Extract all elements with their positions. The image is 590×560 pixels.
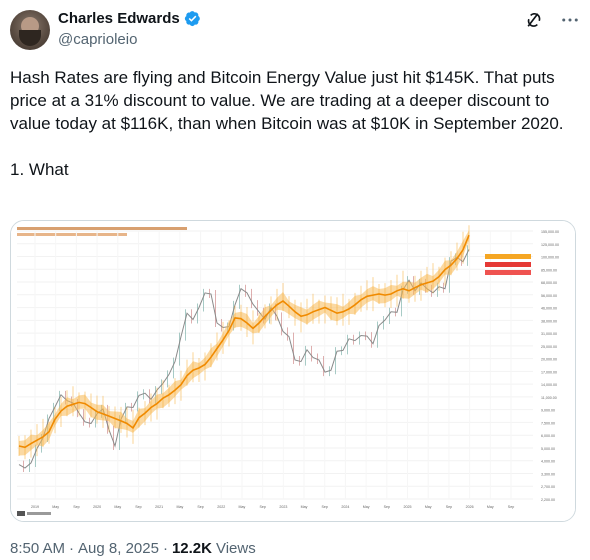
tweet-meta: 8:50 AM · Aug 8, 2025 · 12.2K Views [10,540,256,557]
x-tick-label: May [52,505,59,509]
verified-badge-icon [184,11,200,27]
y-tick-label: 11,000.00 [541,396,557,400]
x-tick-label: Sep [73,505,79,509]
author-name-row[interactable]: Charles Edwards [58,10,201,27]
y-tick-label: 31,000.00 [541,332,557,336]
tweet-text: Hash Rates are flying and Bitcoin Energy… [10,66,570,181]
x-tick-label: 2023 [279,505,287,509]
y-tick-label: 17,000.00 [541,370,557,374]
x-axis-ticks: 2019 May Sep 2020 May Sep 2021 May Sep 2022 May Sep… [31,505,514,509]
y-tick-label: 68,000.00 [541,281,557,285]
y-tick-label: 20,000.00 [541,358,557,362]
tweet-date[interactable]: Aug 8, 2025 [78,540,159,557]
energy-value-line [18,234,470,449]
tradingview-logo-mark [17,511,25,516]
y-tick-label: 6,000.00 [541,434,555,438]
tradingview-logo-text [27,512,51,515]
y-tick-label: 5,000.00 [541,447,555,451]
grok-icon[interactable] [524,10,544,30]
value-badge [485,270,531,275]
x-tick-label: Sep [197,505,203,509]
chart-image[interactable]: 155,000.00 125,000.00 100,000.00 85,000.00 6… [10,220,576,522]
y-tick-label: 85,000.00 [541,268,557,272]
y-tick-label: 7,500.00 [541,421,555,425]
x-tick-label: 2022 [217,505,225,509]
x-tick-label: Sep [259,505,265,509]
x-tick-label: Sep [135,505,141,509]
x-tick-label: May [301,505,308,509]
x-tick-label: 2025 [404,505,412,509]
y-tick-label: 56,000.00 [541,294,557,298]
x-tick-label: 2021 [155,505,163,509]
avatar-beard [19,30,41,46]
y-tick-label: 125,000.00 [541,243,559,247]
x-tick-label: 2024 [341,505,349,509]
y-axis-ticks: 155,000.00 125,000.00 100,000.00 85,000.00 6… [541,230,559,502]
views-count: 12.2K [171,540,212,557]
tradingview-logo [17,511,51,516]
avatar[interactable] [10,10,50,50]
x-tick-label: May [114,505,121,509]
y-tick-label: 2,700.00 [541,485,555,489]
x-tick-label: May [176,505,183,509]
tweet-time[interactable]: 8:50 AM [10,540,66,557]
y-tick-label: 9,000.00 [541,409,555,413]
y-tick-label: 100,000.00 [541,256,559,260]
y-tick-label: 14,000.00 [541,383,557,387]
x-tick-label: May [425,505,432,509]
display-name[interactable]: Charles Edwards [58,10,180,27]
value-badges [485,254,531,275]
y-tick-label: 4,000.00 [541,460,555,464]
price-line [18,249,470,469]
y-tick-label: 2,200.00 [541,498,555,502]
value-badge [485,254,531,259]
energy-value-chart: 155,000.00 125,000.00 100,000.00 85,000.00 6… [11,221,575,521]
views-label: Views [215,540,256,557]
x-tick-label: Sep [322,505,328,509]
y-tick-label: 38,000.00 [541,319,557,323]
tweet-paragraph-1: Hash Rates are flying and Bitcoin Energy… [10,68,564,133]
energy-value-series [18,225,470,460]
x-tick-label: May [239,505,246,509]
tweet-actions-top [524,10,580,30]
x-tick-label: Sep [384,505,390,509]
x-tick-label: 2019 [31,505,39,509]
y-tick-label: 46,000.00 [541,307,557,311]
x-tick-label: May [363,505,370,509]
x-tick-label: Sep [446,505,452,509]
y-tick-label: 25,000.00 [541,345,557,349]
meta-separator-1: · [69,540,75,557]
meta-separator-2: · [162,540,168,557]
y-tick-label: 3,300.00 [541,472,555,476]
handle[interactable]: @caprioleio [58,31,138,48]
tweet-paragraph-2: 1. What [10,160,69,179]
y-tick-label: 155,000.00 [541,230,559,234]
x-tick-label: 2026 [466,505,474,509]
x-tick-label: Sep [508,505,514,509]
chart-header-line-1 [17,227,187,230]
chart-header-line-2 [17,233,127,236]
x-tick-label: May [487,505,494,509]
x-tick-label: 2020 [93,505,101,509]
more-icon[interactable] [560,10,580,30]
value-badge [485,262,531,267]
